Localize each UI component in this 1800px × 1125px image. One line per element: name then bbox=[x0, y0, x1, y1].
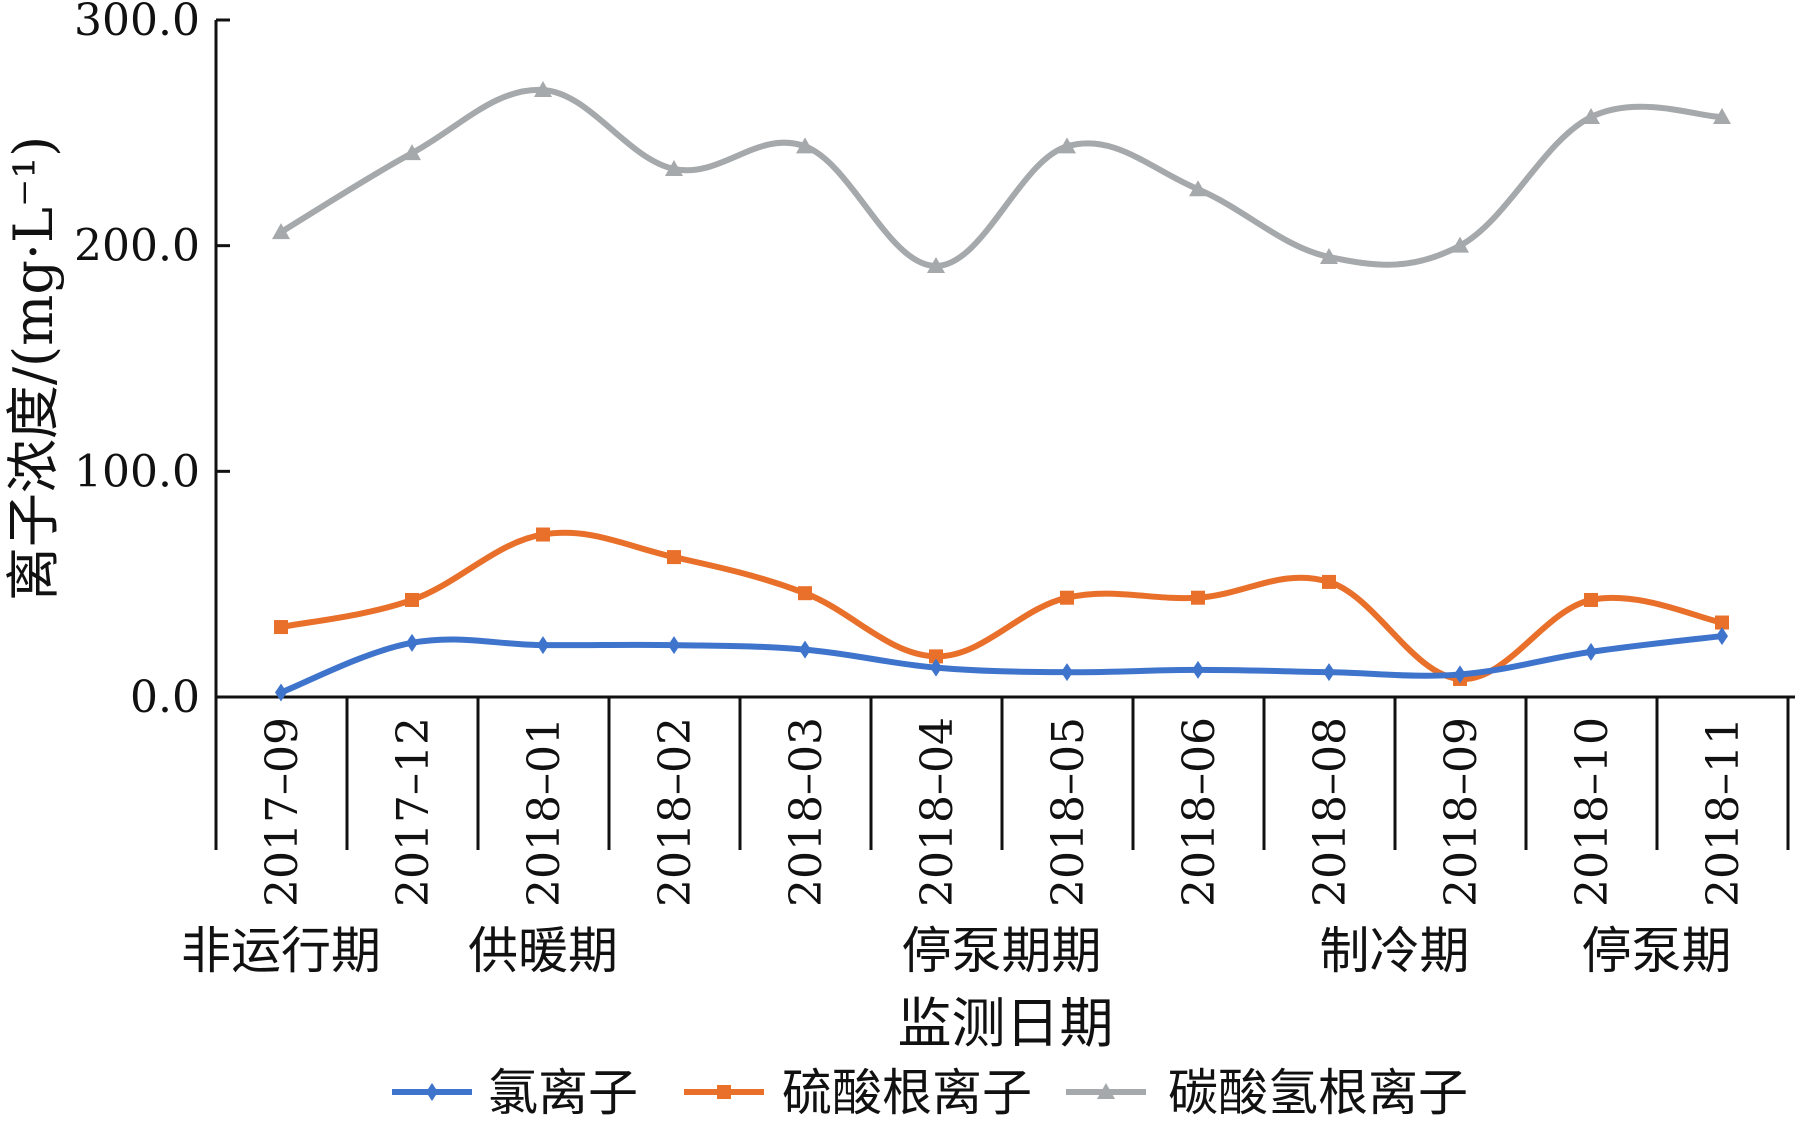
data-point bbox=[1585, 642, 1597, 661]
x-tick-label: 2018–09 bbox=[1436, 717, 1487, 907]
data-point bbox=[536, 527, 550, 542]
data-point bbox=[1716, 627, 1728, 646]
y-tick-label: 300.0 bbox=[74, 0, 200, 46]
legend-item: 硫酸根离子 bbox=[684, 1064, 1032, 1122]
x-tick-label: 2018–10 bbox=[1567, 717, 1618, 907]
x-tick-label: 2018–08 bbox=[1305, 717, 1356, 907]
data-point bbox=[1191, 590, 1205, 605]
data-point bbox=[929, 649, 943, 664]
axes: 0.0 100.0 200.0 300.0 2017–09 2017–12 2018–01… bbox=[74, 0, 1795, 907]
period-label: 停泵期期 bbox=[902, 922, 1102, 980]
data-point bbox=[668, 636, 680, 655]
period-label: 制冷期 bbox=[1320, 922, 1470, 980]
x-tick-label: 2018–11 bbox=[1698, 717, 1749, 907]
legend-label: 硫酸根离子 bbox=[782, 1064, 1032, 1122]
data-point bbox=[1451, 236, 1469, 253]
data-point bbox=[1323, 663, 1335, 682]
period-label: 停泵期 bbox=[1582, 922, 1732, 980]
legend-item: 氯离子 bbox=[392, 1064, 638, 1122]
period-labels: 非运行期 供暖期 停泵期期 制冷期 停泵期 bbox=[181, 922, 1732, 980]
data-point bbox=[537, 636, 549, 655]
series-line bbox=[278, 529, 1725, 682]
legend: 氯离子 硫酸根离子 碳酸氢根离子 bbox=[392, 1064, 1468, 1122]
series-line bbox=[278, 633, 1725, 696]
series-2 bbox=[272, 80, 1731, 273]
period-label: 非运行期 bbox=[181, 922, 381, 980]
legend-item: 碳酸氢根离子 bbox=[1066, 1064, 1468, 1122]
series-line bbox=[278, 86, 1725, 269]
x-ticks: 2017–09 2017–12 2018–01 2018–02 2018–03 2018–… bbox=[214, 697, 1790, 907]
data-point bbox=[1584, 592, 1598, 607]
x-tick-label: 2018–03 bbox=[781, 717, 832, 907]
data-point bbox=[1320, 247, 1338, 264]
data-point bbox=[1322, 574, 1336, 589]
data-point bbox=[1061, 663, 1073, 682]
data-point bbox=[272, 223, 290, 240]
data-point bbox=[1058, 137, 1076, 154]
data-point bbox=[1582, 108, 1600, 125]
y-ticks: 0.0 100.0 200.0 300.0 bbox=[74, 0, 230, 723]
data-point bbox=[274, 620, 288, 635]
y-axis-title: 离子浓度/(mg·L⁻¹) bbox=[2, 136, 65, 601]
y-tick-label: 0.0 bbox=[130, 672, 200, 723]
x-tick-label: 2018–01 bbox=[519, 717, 570, 907]
x-tick-label: 2018–06 bbox=[1174, 717, 1225, 907]
data-point bbox=[1189, 180, 1207, 197]
legend-label: 氯离子 bbox=[488, 1064, 638, 1122]
x-tick-label: 2017–12 bbox=[388, 717, 439, 907]
y-tick-label: 200.0 bbox=[74, 221, 200, 272]
data-point bbox=[717, 1085, 731, 1099]
data-point bbox=[1192, 660, 1204, 679]
data-point bbox=[275, 683, 287, 702]
period-label: 供暖期 bbox=[468, 922, 618, 980]
x-axis-title: 监测日期 bbox=[898, 992, 1114, 1055]
series-layer bbox=[272, 80, 1731, 702]
data-point bbox=[403, 144, 421, 161]
legend-label: 碳酸氢根离子 bbox=[1168, 1064, 1468, 1122]
x-tick-label: 2018–04 bbox=[912, 717, 963, 907]
x-tick-label: 2018–05 bbox=[1043, 717, 1094, 907]
x-tick-label: 2018–02 bbox=[650, 717, 701, 907]
x-tick-label: 2017–09 bbox=[257, 717, 308, 907]
data-point bbox=[1097, 1083, 1115, 1099]
data-point bbox=[1713, 108, 1731, 125]
data-point bbox=[1454, 665, 1466, 684]
data-point bbox=[405, 592, 419, 607]
data-point bbox=[665, 159, 683, 176]
y-tick-label: 100.0 bbox=[74, 446, 200, 497]
data-point bbox=[930, 658, 942, 677]
data-point bbox=[798, 586, 812, 601]
data-point bbox=[1060, 590, 1074, 605]
series-0 bbox=[275, 627, 1728, 702]
data-point bbox=[667, 550, 681, 565]
series-1 bbox=[274, 527, 1729, 686]
data-point bbox=[406, 633, 418, 652]
data-point bbox=[927, 256, 945, 273]
data-point bbox=[426, 1083, 438, 1101]
data-point bbox=[796, 137, 814, 154]
data-point bbox=[534, 80, 552, 97]
data-point bbox=[799, 640, 811, 659]
data-point bbox=[1715, 615, 1729, 630]
